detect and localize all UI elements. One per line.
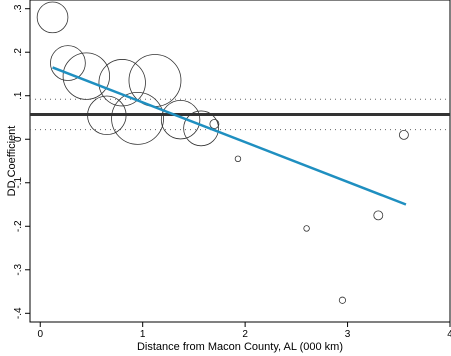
data-point bbox=[98, 59, 146, 107]
y-axis-label: DD Coefficient bbox=[6, 126, 18, 197]
x-tick-label: 3 bbox=[345, 329, 351, 340]
y-tick-label: -.2 bbox=[13, 220, 24, 232]
y-tick-label: -.3 bbox=[13, 264, 24, 276]
y-tick-label: .2 bbox=[13, 48, 24, 57]
y-axis-ticks: .3 .2 .1 0 -.1 -.2 -.3 -.4 bbox=[13, 4, 30, 319]
y-tick-label: -.1 bbox=[13, 176, 24, 188]
data-point bbox=[234, 155, 242, 163]
x-tick-label: 2 bbox=[242, 329, 248, 340]
x-axis-label: Distance from Macon County, AL (000 km) bbox=[137, 341, 343, 353]
reference-lines bbox=[30, 98, 450, 131]
y-tick-label: -.4 bbox=[13, 307, 24, 319]
data-points bbox=[36, 1, 409, 304]
data-point bbox=[36, 1, 69, 34]
data-point bbox=[62, 52, 110, 100]
x-tick-label: 4 bbox=[447, 329, 451, 340]
data-point bbox=[160, 99, 201, 140]
y-tick-label: .1 bbox=[13, 91, 24, 100]
data-point bbox=[87, 95, 127, 135]
y-tick-label: .3 bbox=[13, 4, 24, 13]
x-tick-label: 0 bbox=[37, 329, 43, 340]
y-tick-label: 0 bbox=[13, 136, 24, 142]
fit-line-group bbox=[52, 66, 407, 206]
fit-line bbox=[52, 66, 407, 206]
data-point bbox=[111, 91, 164, 145]
data-point bbox=[398, 129, 409, 140]
x-axis-ticks: 0 1 2 3 4 bbox=[37, 322, 451, 340]
x-tick-label: 1 bbox=[140, 329, 146, 340]
data-point bbox=[303, 225, 310, 232]
data-point bbox=[338, 296, 347, 304]
data-point bbox=[373, 210, 384, 221]
data-point bbox=[183, 110, 219, 147]
data-point bbox=[209, 119, 220, 129]
data-point bbox=[50, 45, 86, 81]
